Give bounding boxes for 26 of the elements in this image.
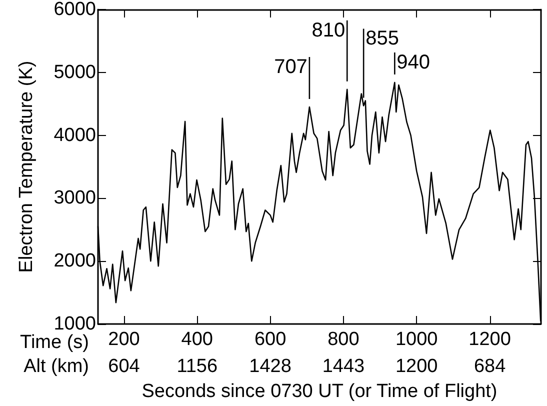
x-tick-label: 600 [254, 329, 286, 350]
annotation: 855 [366, 28, 399, 50]
y-tick-label: 4000 [54, 124, 96, 146]
y-tick-label: 3000 [54, 188, 96, 209]
y-axis-title: Electron Temperature (K) [16, 60, 37, 273]
text: 1443 [322, 356, 365, 377]
text: 1156 [176, 356, 218, 377]
x-axis-title: Seconds since 0730 UT (or Time of Flight) [142, 381, 498, 402]
x-tick-label: 800 [328, 329, 360, 350]
y-tick-label: 2000 [54, 250, 96, 272]
x-tick-label: 1200 [468, 329, 511, 350]
text: 1428 [249, 356, 292, 377]
annotation: 810 [312, 19, 346, 42]
text: Time (s) [20, 332, 89, 353]
x-tick-label: 400 [181, 329, 213, 350]
text: 684 [474, 356, 506, 377]
text: 1200 [395, 356, 438, 377]
y-tick-label: 1000 [54, 314, 96, 334]
text: 604 [108, 356, 140, 377]
annotation: 940 [396, 51, 430, 74]
x-tick-label: 200 [108, 329, 140, 350]
x-tick-label: 1000 [395, 329, 438, 350]
annotation: 707 [274, 56, 308, 78]
y-tick-label: 6000 [54, 0, 96, 20]
text: Alt (km) [24, 356, 89, 377]
y-tick-label: 5000 [54, 62, 96, 83]
